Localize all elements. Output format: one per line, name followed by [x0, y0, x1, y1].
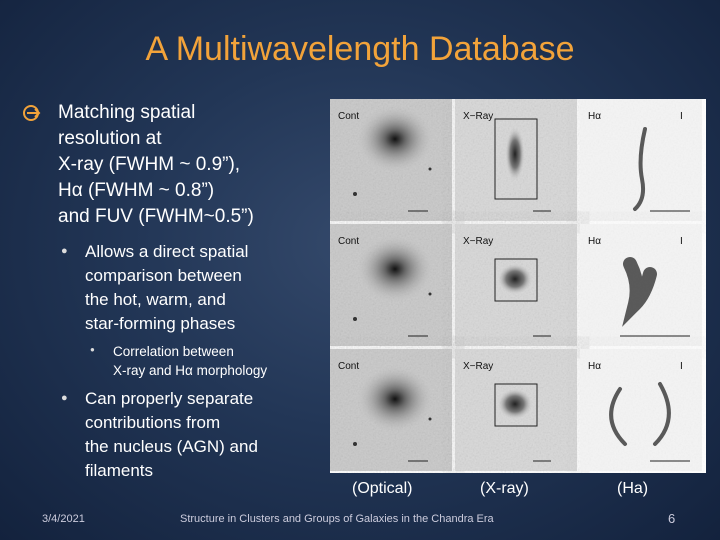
inset-box	[494, 118, 538, 200]
image-panel: Cont	[330, 224, 452, 346]
bullet-line: Matching spatial	[58, 102, 196, 123]
panel-label: X−Ray	[463, 361, 493, 372]
image-panel: I Hα	[580, 99, 702, 221]
bullet-line: Hα (FWHM ~ 0.8”)	[58, 180, 215, 201]
star	[353, 192, 357, 196]
star	[428, 292, 432, 296]
bullet-dot: ●	[61, 245, 68, 257]
image-panel: Cont	[330, 99, 452, 221]
image-panel: Cont	[330, 349, 452, 471]
bullet-line: contributions from	[85, 413, 221, 432]
star	[428, 167, 432, 171]
star	[428, 417, 432, 421]
image-panel: X−Ray	[455, 99, 577, 221]
arrow-bullet	[23, 105, 41, 121]
caption: (X-ray)	[480, 480, 529, 497]
panel-marker: I	[680, 111, 683, 122]
star	[353, 317, 357, 321]
panel-label: Hα	[588, 361, 601, 372]
xray-blob	[497, 388, 533, 420]
panel-marker: I	[680, 361, 683, 372]
halpha-filament	[609, 382, 671, 446]
panel-label: X−Ray	[463, 111, 493, 122]
bullet-line: X-ray (FWHM ~ 0.9”),	[58, 154, 241, 175]
xray-blob	[497, 263, 533, 295]
bullet-dot: ●	[61, 392, 68, 404]
halpha-filament	[633, 127, 647, 211]
slide-title: A Multiwavelength Database	[145, 30, 575, 68]
galaxy	[355, 234, 435, 304]
star	[353, 442, 357, 446]
page-number: 6	[668, 511, 676, 526]
bullet-dot: ●	[90, 345, 95, 354]
bullet-line: the hot, warm, and	[85, 290, 226, 309]
halpha-filament	[622, 257, 657, 327]
panel-label: Cont	[338, 236, 359, 247]
panel-marker: I	[680, 236, 683, 247]
bullet-line: star-forming phases	[85, 314, 236, 333]
galaxy	[355, 104, 435, 174]
panel-noise	[580, 349, 702, 471]
image-panel: X−Ray	[455, 224, 577, 346]
xray-blob	[505, 126, 525, 182]
bullet-line: comparison between	[85, 266, 242, 285]
panel-label: Cont	[338, 361, 359, 372]
inset-box	[494, 258, 538, 302]
image-panel: I Hα	[580, 349, 702, 471]
bullet-line: and FUV (FWHM~0.5”)	[58, 206, 254, 227]
bullet-line: Can properly separate	[85, 389, 254, 408]
panel-label: Cont	[338, 111, 359, 122]
bullet-line: Allows a direct spatial	[85, 242, 249, 261]
image-grid: Cont X−Ray I Hα Cont X−Ray I Hα Cont X−Ray I Hα	[330, 99, 706, 473]
footer-text: Structure in Clusters and Groups of Gala…	[180, 513, 494, 525]
caption: (Optical)	[352, 480, 413, 497]
bullet-line: Correlation between	[113, 344, 234, 359]
galaxy	[355, 364, 435, 434]
bullet-line: X-ray and Hα morphology	[113, 363, 268, 378]
image-panel: I Hα	[580, 224, 702, 346]
footer-date: 3/4/2021	[42, 513, 85, 525]
caption: (Ha)	[617, 480, 649, 497]
inset-box	[494, 383, 538, 427]
panel-label: X−Ray	[463, 236, 493, 247]
bullet-line: the nucleus (AGN) and	[85, 437, 258, 456]
panel-label: Hα	[588, 236, 601, 247]
image-panel: X−Ray	[455, 349, 577, 471]
bullet-line: resolution at	[58, 128, 162, 149]
panel-label: Hα	[588, 111, 601, 122]
bullet-line: filaments	[85, 461, 154, 480]
